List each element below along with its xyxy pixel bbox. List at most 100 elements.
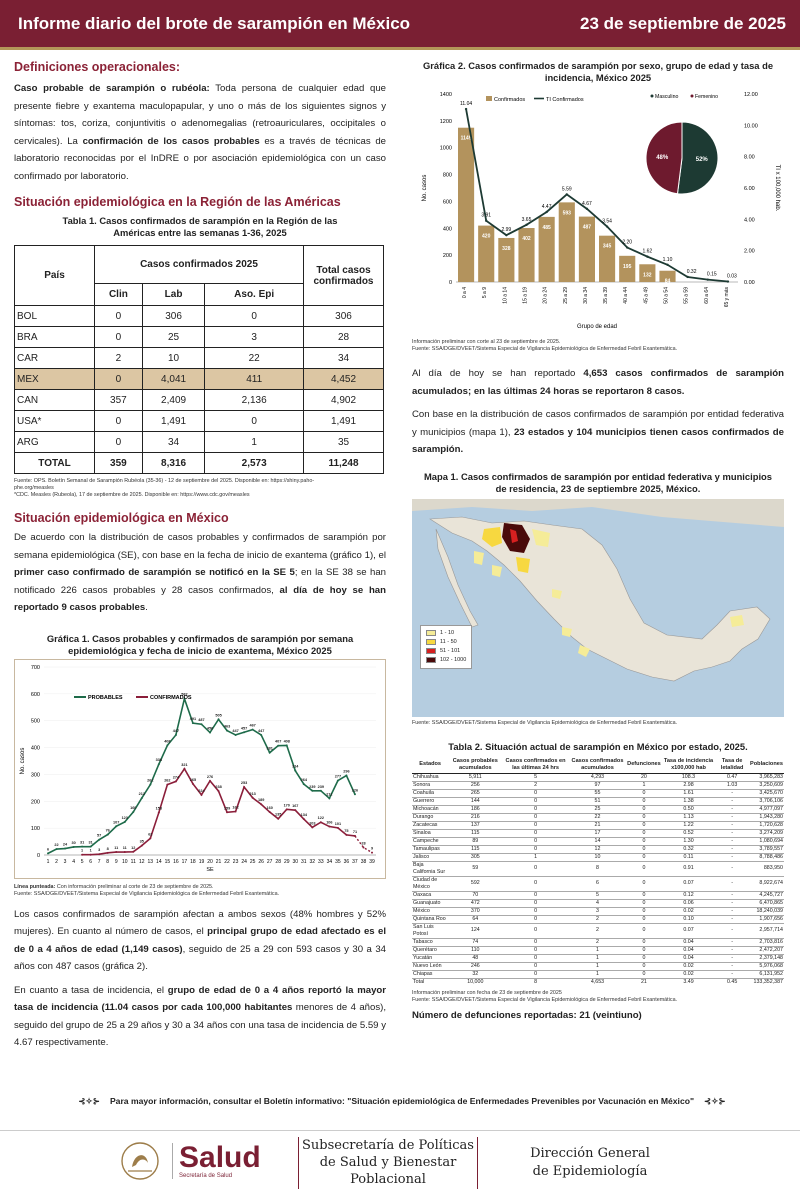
table2-cell: 0: [502, 797, 569, 806]
table2-cell: 0: [626, 853, 662, 862]
chart1-data-label: 491: [190, 717, 196, 721]
chart2-bar-label: 485: [542, 225, 551, 231]
table2-cell: -: [715, 907, 750, 916]
chart2-bar-label: 345: [603, 244, 612, 250]
chart2-bar: [578, 216, 595, 282]
chart1-point: [226, 810, 229, 813]
table2-header: Estados: [412, 756, 449, 774]
chart1-data-label: 274: [173, 775, 180, 779]
chart1-xtick: 18: [190, 859, 196, 865]
table2-cell: 22: [568, 813, 627, 822]
table2-cell: 20: [626, 773, 662, 782]
chart2-bar: [518, 228, 535, 282]
table1-row: ARG 0 34 1 35: [14, 431, 384, 453]
chart1-data-label: 167: [292, 804, 298, 808]
chart1-data-label: 135: [275, 812, 281, 816]
chart1-data-label: 265: [190, 777, 196, 781]
table2-cell: 2: [568, 915, 627, 924]
table2-source-1: Información preliminar con fecha de 23 d…: [412, 989, 562, 996]
chart2-bar-label: 132: [643, 272, 652, 278]
map-legend-item: 51 - 101: [426, 647, 466, 656]
states-paragraph: Con base en la distribución de casos con…: [412, 406, 784, 459]
table2-cell: 8: [502, 977, 569, 986]
chart2-xtick: 0 a 4: [462, 287, 468, 298]
sonora-south-area: [474, 550, 484, 565]
table1-cell: BRA: [14, 326, 95, 348]
chart1-point: [209, 731, 211, 734]
table2-cell: -: [715, 789, 750, 798]
table2-cell: 1: [626, 781, 662, 790]
table1: País Casos confirmados 2025 Total casos …: [14, 245, 384, 474]
chart2-rate-label: 4.67: [582, 201, 592, 207]
definitions-heading: Definiciones operacionales:: [14, 60, 181, 74]
legend-swatch-3: [426, 648, 436, 654]
chart1-point: [132, 850, 135, 853]
mexico-text-a: De acuerdo con la distribución de casos …: [14, 532, 386, 561]
chart1-point: [123, 820, 126, 823]
table2-cell: 0: [626, 891, 662, 900]
table2-cell: -: [715, 861, 750, 877]
chart1-ytick: 100: [31, 826, 40, 832]
legend-swatch-4: [426, 657, 436, 663]
table2-cell: 0: [502, 899, 569, 908]
chart2-rate-point: [666, 263, 669, 266]
sinaloa-area: [492, 564, 502, 577]
more-info-link[interactable]: "Situación epidemiológica de Enfermedade…: [347, 1096, 695, 1106]
table2-cell: 6,131,952: [749, 970, 784, 979]
chart1-data-label: 408: [284, 739, 290, 743]
chart1-data-label: 62: [148, 832, 152, 836]
chart1-point: [328, 796, 331, 799]
table2-cell: -: [715, 954, 750, 963]
chart1-data-label: 106: [326, 820, 332, 824]
chart1-point: [140, 796, 143, 799]
table2-cell: 1.13: [661, 813, 716, 822]
chart1-note-text: Con información preliminar al corte de 2…: [55, 883, 214, 890]
table2-cell: Campeche: [412, 837, 449, 846]
chart2-rate-label: 3.65: [522, 217, 532, 223]
table2-cell: 3,425,670: [749, 789, 784, 798]
table2-row: Durango 216 0 22 0 1.13-1,943,280: [412, 813, 784, 822]
subsecretaria-line-3: Poblacional: [350, 1172, 426, 1187]
zacatecas-area: [552, 588, 562, 599]
table1-cell: 8,316: [141, 452, 206, 474]
chart1-data-label: 28: [361, 841, 365, 845]
table2-header: Casos probables acumulados: [448, 756, 503, 774]
table2-cell: 4,653: [568, 977, 627, 986]
chart1-data-label: 226: [352, 788, 358, 792]
table2-row: San Luis Potosí 124 0 2 0 0.07-2,957,714: [412, 923, 784, 939]
chart1-point: [353, 792, 356, 795]
definitions-paragraph: Caso probable de sarampión o rubéola: To…: [14, 80, 386, 185]
chart1-point: [81, 845, 84, 848]
chart1-xtick: 30: [292, 859, 298, 865]
table1-cell: 306: [303, 305, 384, 327]
table2-cell: 0: [626, 845, 662, 854]
chart2-bar-label: 420: [482, 234, 491, 240]
table2-cell: 0: [502, 891, 569, 900]
table2-cell: -: [715, 845, 750, 854]
chart1-source: Fuente: SSA/DGE/DVEET/Sistema Especial d…: [14, 890, 280, 897]
table1-row: USA* 0 1,491 0 1,491: [14, 410, 384, 432]
table1-cell: 34: [141, 431, 206, 453]
chart1-data-label: 296: [343, 769, 349, 773]
chart2-source-1: Información preliminar con corte al 23 d…: [412, 339, 561, 345]
table2-row: Tamaulipas 115 0 12 0 0.32-3,789,557: [412, 845, 784, 854]
chart1-data-label: 276: [207, 774, 213, 778]
table1-cell: 1,491: [141, 410, 206, 432]
table2-cell: 0: [626, 923, 662, 939]
table2-cell: 0: [502, 845, 569, 854]
chart1-data-label: 12: [131, 845, 135, 849]
table1-cell: 11,248: [303, 452, 384, 474]
table2-cell: 0: [502, 789, 569, 798]
chart1-point: [345, 833, 348, 836]
chart1-data-label: 57: [97, 833, 101, 837]
chart1-xtick: 24: [241, 859, 247, 865]
chart1-xtick: 19: [199, 859, 205, 865]
chart1-xtick: 11: [131, 859, 136, 865]
chart1-data-label: 321: [181, 762, 187, 766]
table2-cell: Jalisco: [412, 853, 449, 862]
chart2-rate-point: [464, 107, 468, 111]
table1-cell: 1,491: [303, 410, 384, 432]
table2-cell: -: [715, 797, 750, 806]
chart1-xtick: 1: [47, 859, 50, 865]
chart1-xtick: 27: [267, 859, 273, 865]
